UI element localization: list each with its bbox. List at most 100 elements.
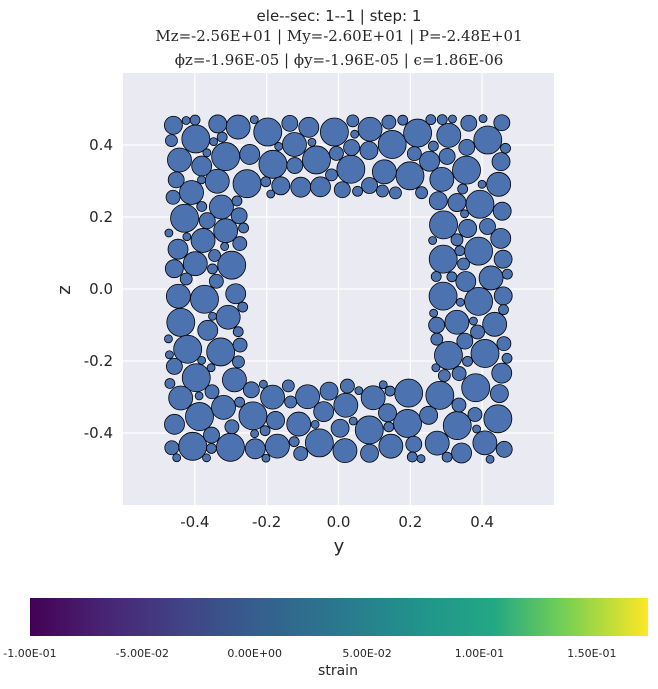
fiber-marker xyxy=(454,245,466,257)
fiber-marker xyxy=(357,116,383,142)
fiber-marker xyxy=(165,134,178,148)
fiber-marker xyxy=(286,411,312,437)
fiber-marker xyxy=(197,319,219,341)
fiber-marker xyxy=(377,130,407,159)
fiber-marker xyxy=(224,419,240,435)
fiber-marker xyxy=(354,415,384,445)
fiber-marker xyxy=(191,155,213,177)
fiber-marker xyxy=(179,180,204,205)
fiber-marker xyxy=(381,114,397,130)
fiber-marker xyxy=(265,433,290,459)
fiber-marker xyxy=(231,195,243,207)
fiber-marker xyxy=(164,228,174,238)
fiber-marker xyxy=(202,148,212,158)
fiber-marker xyxy=(333,392,359,418)
fiber-marker xyxy=(225,114,251,140)
fiber-marker xyxy=(207,263,218,275)
fiber-marker xyxy=(360,443,379,463)
fiber-marker xyxy=(197,355,207,365)
fiber-marker xyxy=(230,207,248,225)
fiber-marker xyxy=(495,440,513,458)
fiber-marker xyxy=(472,430,498,456)
fiber-marker xyxy=(346,114,360,128)
fiber-marker xyxy=(232,337,248,353)
fiber-marker xyxy=(501,352,513,364)
fiber-marker xyxy=(361,177,378,194)
fiber-marker xyxy=(333,181,351,199)
fiber-marker xyxy=(260,176,272,188)
fiber-marker xyxy=(371,159,397,185)
fiber-marker xyxy=(304,428,334,458)
fiber-marker xyxy=(395,161,425,191)
fiber-marker xyxy=(232,169,262,199)
fiber-marker xyxy=(462,355,473,367)
y-tick-label: -0.4 xyxy=(84,424,113,442)
fiber-marker xyxy=(486,171,512,197)
fiber-marker xyxy=(182,251,208,277)
fiber-marker xyxy=(290,176,312,198)
fiber-marker xyxy=(436,122,462,148)
fiber-marker xyxy=(419,405,439,425)
fiber-marker xyxy=(425,380,455,410)
x-tick-label: -0.2 xyxy=(252,513,281,531)
fiber-marker xyxy=(203,426,220,444)
fiber-marker xyxy=(249,115,259,125)
fiber-marker xyxy=(217,250,247,280)
fiber-marker xyxy=(493,286,513,306)
fiber-marker xyxy=(211,394,236,420)
fiber-marker xyxy=(428,191,448,211)
fiber-marker xyxy=(181,363,211,393)
fiber-marker xyxy=(406,146,422,161)
fiber-marker xyxy=(437,369,451,383)
fiber-marker xyxy=(208,311,217,321)
fiber-marker xyxy=(167,171,185,189)
fiber-marker xyxy=(325,168,338,182)
fiber-marker xyxy=(258,379,268,389)
fiber-marker xyxy=(429,308,439,318)
x-tick-labels: -0.4 -0.2 0.0 0.2 0.4 xyxy=(180,513,494,531)
fiber-marker xyxy=(485,454,495,464)
colorbar-tick-label: -1.00E-01 xyxy=(3,647,57,660)
fiber-marker xyxy=(441,451,453,463)
fiber-marker xyxy=(450,233,464,247)
fiber-marker xyxy=(208,114,228,134)
fiber-marker xyxy=(194,391,204,401)
fiber-marker xyxy=(253,117,283,147)
fiber-marker xyxy=(434,341,463,370)
fiber-marker xyxy=(181,116,191,125)
fiber-marker xyxy=(329,145,344,161)
fiber-marker xyxy=(489,384,509,403)
fiber-marker xyxy=(206,443,217,454)
fiber-marker xyxy=(479,218,496,235)
fiber-marker xyxy=(446,271,458,283)
fiber-marker xyxy=(173,334,203,364)
fiber-marker xyxy=(261,453,271,463)
fiber-marker xyxy=(211,142,241,171)
fiber-marker xyxy=(457,257,470,271)
fiber-marker xyxy=(482,311,508,337)
fiber-marker xyxy=(428,244,458,274)
fiber-marker xyxy=(286,157,304,174)
fiber-marker xyxy=(478,114,488,124)
fiber-marker xyxy=(330,418,350,438)
fiber-marker xyxy=(164,440,180,456)
fiber-marker xyxy=(451,366,467,381)
x-tick-label: 0.4 xyxy=(470,513,494,531)
fiber-marker xyxy=(258,149,288,179)
fiber-marker xyxy=(274,142,284,151)
x-tick-label: 0.0 xyxy=(327,513,351,531)
fiber-marker xyxy=(189,114,201,126)
fiber-marker xyxy=(298,116,320,138)
fiber-marker xyxy=(190,228,216,253)
fiber-marker xyxy=(260,384,285,410)
chart-title-line-3: ϕz=-1.96E-05 | ϕy=-1.96E-05 | ϵ=1.86E-06 xyxy=(174,51,504,69)
fiber-marker xyxy=(455,271,477,292)
fiber-marker xyxy=(419,150,440,172)
fiber-marker xyxy=(310,176,331,198)
fiber-marker xyxy=(242,381,260,399)
fiber-marker xyxy=(164,413,185,435)
colorbar-label: strain xyxy=(318,663,358,679)
fiber-marker xyxy=(166,307,196,337)
fiber-marker xyxy=(225,283,247,305)
y-tick-label: 0.4 xyxy=(89,136,113,154)
